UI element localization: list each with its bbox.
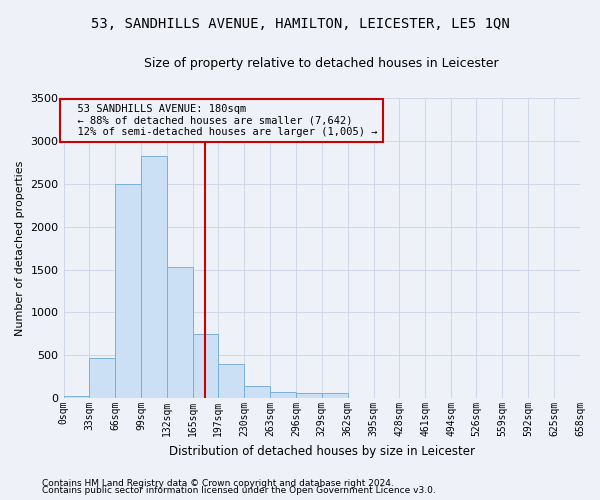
Bar — [322, 394, 347, 398]
Text: 53, SANDHILLS AVENUE, HAMILTON, LEICESTER, LE5 1QN: 53, SANDHILLS AVENUE, HAMILTON, LEICESTE… — [91, 18, 509, 32]
Y-axis label: Number of detached properties: Number of detached properties — [15, 160, 25, 336]
Bar — [141, 156, 167, 398]
Bar — [115, 184, 141, 398]
Bar — [270, 392, 296, 398]
Text: Contains public sector information licensed under the Open Government Licence v3: Contains public sector information licen… — [42, 486, 436, 495]
Bar — [244, 386, 270, 398]
Bar — [218, 364, 244, 398]
Text: 53 SANDHILLS AVENUE: 180sqm
  ← 88% of detached houses are smaller (7,642)
  12%: 53 SANDHILLS AVENUE: 180sqm ← 88% of det… — [65, 104, 377, 138]
Bar — [167, 267, 193, 398]
Text: Contains HM Land Registry data © Crown copyright and database right 2024.: Contains HM Land Registry data © Crown c… — [42, 478, 394, 488]
Title: Size of property relative to detached houses in Leicester: Size of property relative to detached ho… — [145, 58, 499, 70]
Bar — [89, 358, 115, 398]
Bar — [296, 394, 322, 398]
X-axis label: Distribution of detached houses by size in Leicester: Distribution of detached houses by size … — [169, 444, 475, 458]
Bar — [64, 396, 89, 398]
Bar — [193, 334, 218, 398]
